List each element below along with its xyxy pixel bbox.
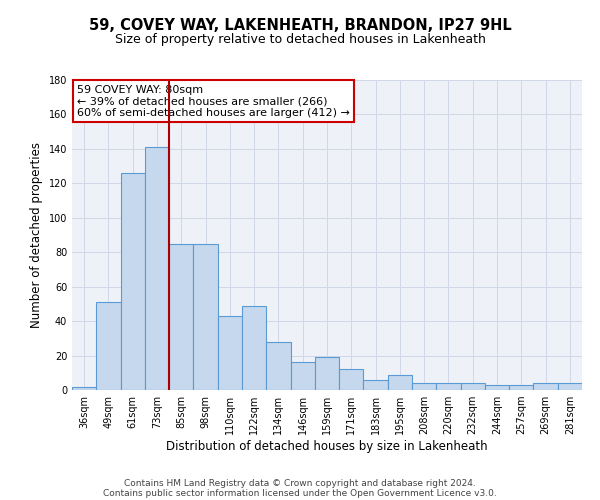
Y-axis label: Number of detached properties: Number of detached properties: [30, 142, 43, 328]
Bar: [96, 302, 121, 390]
Bar: [72, 386, 96, 390]
Bar: [339, 370, 364, 390]
Bar: [121, 173, 145, 390]
Bar: [412, 383, 436, 390]
Bar: [533, 383, 558, 390]
Bar: [436, 383, 461, 390]
Bar: [290, 362, 315, 390]
Text: Size of property relative to detached houses in Lakenheath: Size of property relative to detached ho…: [115, 32, 485, 46]
Bar: [218, 316, 242, 390]
Text: Contains HM Land Registry data © Crown copyright and database right 2024.: Contains HM Land Registry data © Crown c…: [124, 478, 476, 488]
Bar: [461, 383, 485, 390]
Bar: [509, 385, 533, 390]
Bar: [315, 358, 339, 390]
Bar: [266, 342, 290, 390]
Bar: [193, 244, 218, 390]
Text: 59, COVEY WAY, LAKENHEATH, BRANDON, IP27 9HL: 59, COVEY WAY, LAKENHEATH, BRANDON, IP27…: [89, 18, 511, 32]
Text: 59 COVEY WAY: 80sqm
← 39% of detached houses are smaller (266)
60% of semi-detac: 59 COVEY WAY: 80sqm ← 39% of detached ho…: [77, 84, 350, 118]
Text: Contains public sector information licensed under the Open Government Licence v3: Contains public sector information licen…: [103, 488, 497, 498]
Bar: [364, 380, 388, 390]
Bar: [388, 374, 412, 390]
Bar: [145, 147, 169, 390]
Bar: [242, 306, 266, 390]
X-axis label: Distribution of detached houses by size in Lakenheath: Distribution of detached houses by size …: [166, 440, 488, 453]
Bar: [485, 385, 509, 390]
Bar: [169, 244, 193, 390]
Bar: [558, 383, 582, 390]
